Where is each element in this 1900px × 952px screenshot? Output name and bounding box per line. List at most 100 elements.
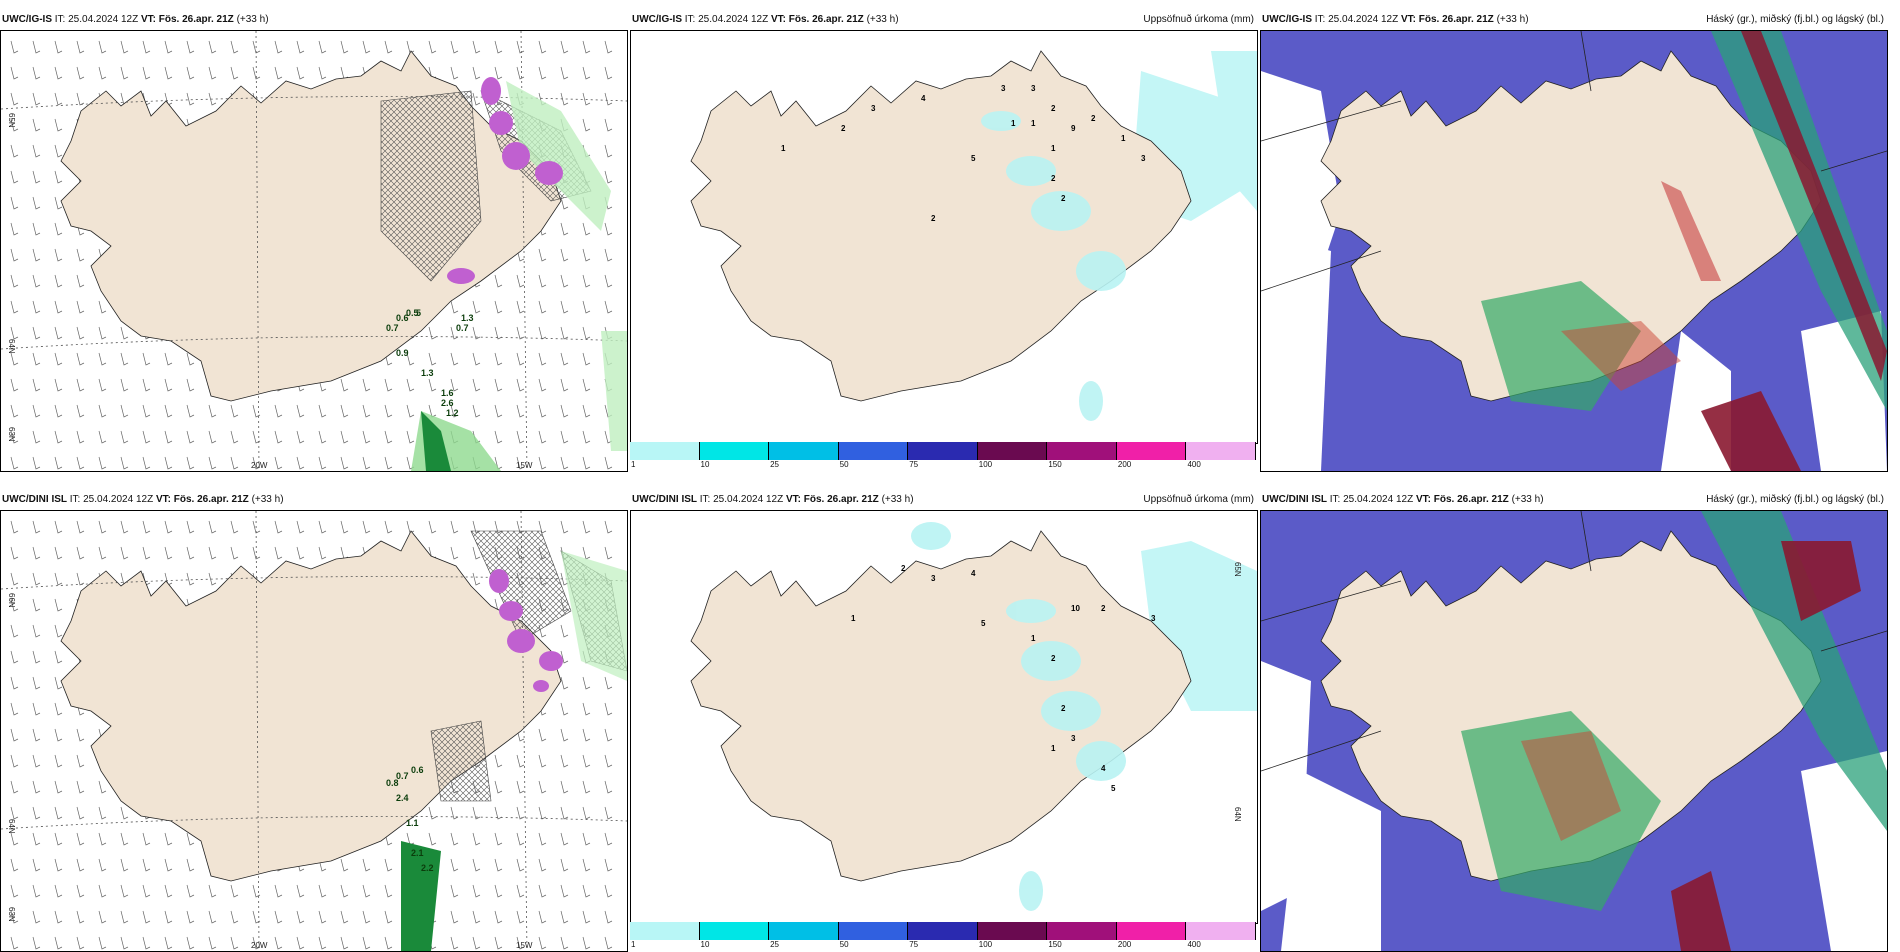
wind-barb [54,572,63,586]
wind-barb [98,910,107,924]
wind-barb [76,430,85,444]
wind-barb [340,378,349,392]
precip-value: 2 [1101,604,1106,613]
wind-barb [54,456,63,470]
map-wind-top[interactable]: 0.7 0.6 0.5 5 1.3 0.7 0.9 1.3 1.6 2.6 1.2 20W 15W … [0,30,628,472]
wind-barb [604,274,613,288]
wind-value: 2.1 [411,848,424,858]
precip-patches [411,77,627,471]
wind-barb [472,884,481,898]
wind-barb [428,378,437,392]
colorbar-swatch [769,442,839,460]
wind-barb [582,858,591,872]
init-time: 25.04.2024 12Z [1343,494,1414,505]
map-clouds-bottom[interactable] [1260,510,1888,952]
wind-barb [428,326,437,340]
wind-barb [516,274,525,288]
wind-barb [494,430,503,444]
wind-barb [54,248,63,262]
lat-label: 65N [7,113,16,128]
wind-barb [516,430,525,444]
wind-barb [186,910,195,924]
map-clouds-top[interactable] [1260,30,1888,472]
colorbar-label: 75 [909,460,919,469]
wind-barb [604,936,613,950]
wind-barb [98,806,107,820]
wind-barb [208,572,217,586]
wind-barb [494,754,503,768]
wind-barb [120,352,129,366]
wind-barb [54,300,63,314]
wind-barb [142,66,151,80]
wind-barb [384,404,393,418]
valid-label: VT: [785,494,801,505]
wind-barb [406,430,415,444]
wind-barb [362,456,371,470]
wind-barb [560,702,569,716]
wind-barb [10,728,19,742]
wind-barb [274,40,283,54]
wind-barb [76,92,85,106]
wind-barb [560,858,569,872]
wind-barb [604,222,613,236]
wind-barb [450,40,459,54]
wind-barb [582,66,591,80]
wind-barb [76,520,85,534]
wind-barb [32,572,41,586]
wind-barb [296,910,305,924]
colorbar-label: 400 [1187,940,1201,949]
wind-barb [516,326,525,340]
wind-barb [384,430,393,444]
wind-barb [560,430,569,444]
wind-barb [98,66,107,80]
graticule [1,31,627,471]
wind-barb [472,326,481,340]
wind-barb [362,40,371,54]
wind-barb [54,144,63,158]
wind-barb [10,806,19,820]
wind-barb [120,546,129,560]
map-precip-bottom[interactable]: 1 2 3 4 5 10 2 3 1 2 2 1 3 4 5 65N 64N [630,510,1258,924]
precip-value: 2 [841,124,846,133]
wind-barb [76,352,85,366]
wind-barb [494,378,503,392]
lon-label: 15W [516,461,533,470]
wind-barb [560,676,569,690]
wind-barb [164,378,173,392]
wind-barb [32,404,41,418]
colorbar-label: 1 [631,940,636,949]
map-precip-top[interactable]: 1 2 3 4 5 9 2 1 3 2 1 1 2 3 3 2 1 2 [630,30,1258,444]
wind-barb [318,936,327,950]
wind-barb [516,910,525,924]
wind-barb [32,144,41,158]
colorbar-label: 150 [1048,460,1062,469]
colorbar-swatch [1186,922,1256,940]
wind-values: 0.80.70.6 2.4 1.1 2.1 2.2 [386,765,434,873]
wind-barb [10,66,19,80]
wind-barb [186,572,195,586]
lat-label: 64N [7,819,16,834]
colorbar-label: 100 [978,940,993,949]
wind-barb [494,858,503,872]
wind-barb [582,222,591,236]
wind-barb [560,92,569,106]
wind-barb [186,352,195,366]
panel-header: UWC/IG-IS IT: 25.04.2024 12Z VT: Fös. 26… [0,10,628,30]
init-time: 25.04.2024 12Z [698,14,769,25]
wind-barb [142,858,151,872]
wind-barb [340,884,349,898]
map-wind-bottom[interactable]: 0.8 0.7 0.6 2.4 1.1 2.1 2.2 20W 15W 66N 64N 63… [0,510,628,952]
wind-barb [560,404,569,418]
wind-barb [76,40,85,54]
wind-barb [164,546,173,560]
init-time: 25.04.2024 12Z [68,14,139,25]
wind-barb [472,352,481,366]
wind-barb [450,858,459,872]
valid-label: VT: [155,494,171,505]
wind-barb [98,456,107,470]
panel-header: UWC/DINI ISL IT: 25.04.2024 12Z VT: Fös.… [0,490,628,510]
wind-barb [582,118,591,132]
init-label: IT: [1314,14,1326,25]
wind-barb [516,66,525,80]
wind-barb [560,624,569,638]
